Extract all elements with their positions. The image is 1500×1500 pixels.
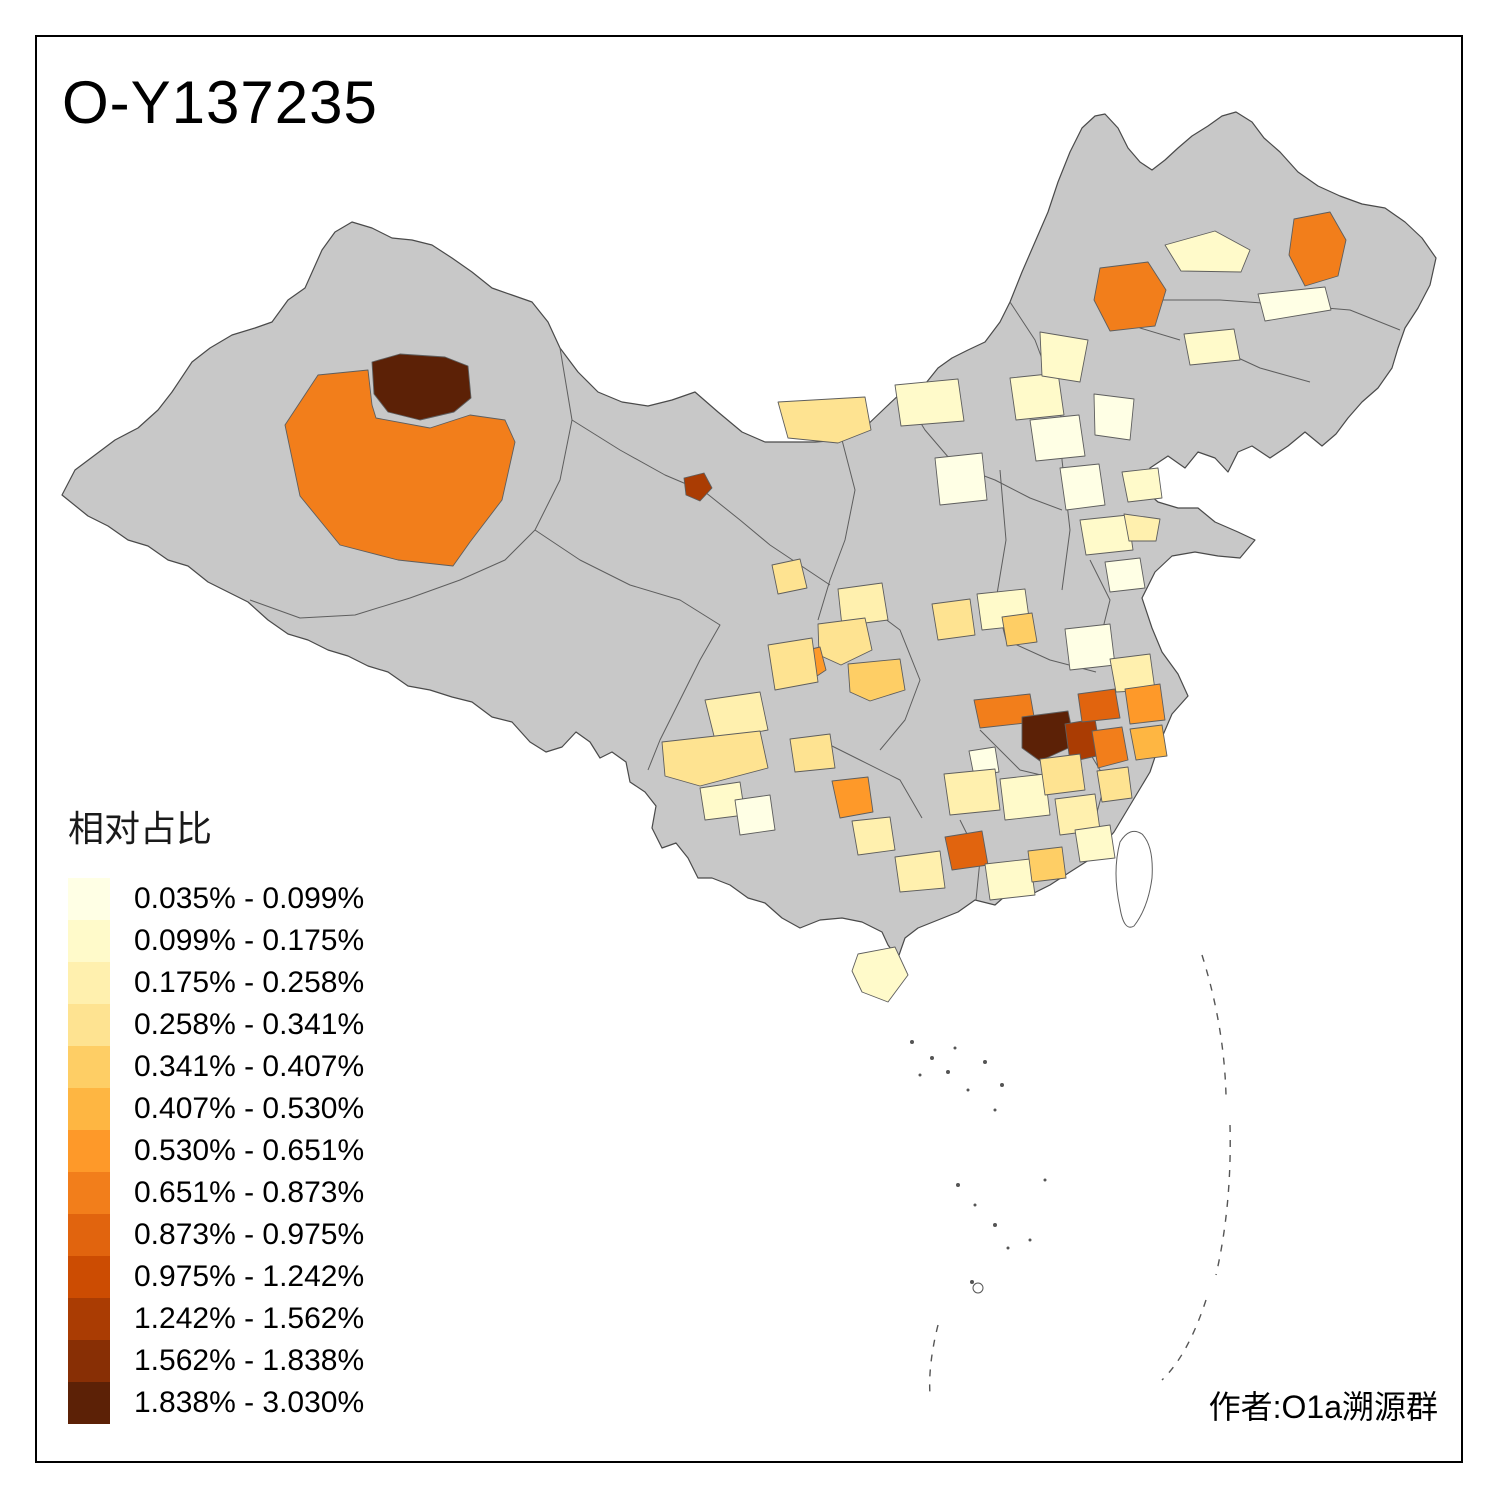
legend-item: 1.838% - 3.030% xyxy=(68,1382,364,1424)
map-region xyxy=(771,558,808,595)
map-region xyxy=(789,733,836,773)
map-region xyxy=(1093,261,1167,332)
legend-label: 0.873% - 0.975% xyxy=(134,1218,365,1251)
map-region xyxy=(1104,557,1146,593)
legend-item: 1.562% - 1.838% xyxy=(68,1340,364,1382)
legend-label: 1.562% - 1.838% xyxy=(134,1344,365,1377)
map-region xyxy=(831,776,874,819)
south-china-sea-boundary xyxy=(929,954,1231,1396)
map-region xyxy=(371,353,472,421)
legend-label: 0.175% - 0.258% xyxy=(134,966,365,999)
map-region xyxy=(1121,467,1163,503)
legend-item: 0.651% - 0.873% xyxy=(68,1172,364,1214)
map-region xyxy=(1074,824,1116,863)
map-region xyxy=(851,816,896,856)
legend-item: 0.341% - 0.407% xyxy=(68,1046,364,1088)
map-region xyxy=(1027,846,1067,883)
map-region xyxy=(894,850,946,893)
legend-item: 0.099% - 0.175% xyxy=(68,920,364,962)
map-title: O-Y137235 xyxy=(62,69,378,136)
legend-label: 0.407% - 0.530% xyxy=(134,1092,365,1125)
map-region xyxy=(777,396,872,444)
map-region xyxy=(1183,328,1241,366)
map-region xyxy=(1039,331,1089,383)
map-region xyxy=(1079,514,1134,556)
map-region xyxy=(1257,286,1332,322)
legend-label: 0.975% - 1.242% xyxy=(134,1260,365,1293)
legend-swatch xyxy=(68,1382,110,1424)
taiwan-island xyxy=(1115,830,1153,928)
legend-swatch xyxy=(68,1298,110,1340)
legend-swatch xyxy=(68,1046,110,1088)
legend-item: 0.407% - 0.530% xyxy=(68,1088,364,1130)
map-region xyxy=(837,582,889,627)
legend-label: 0.651% - 0.873% xyxy=(134,1176,365,1209)
map-region xyxy=(931,598,976,641)
map-region xyxy=(734,794,776,836)
legend-label: 0.341% - 0.407% xyxy=(134,1050,365,1083)
map-region xyxy=(661,730,769,787)
map-region xyxy=(1129,724,1168,761)
map-region xyxy=(683,472,713,502)
map-region xyxy=(944,830,989,871)
legend-item: 1.242% - 1.562% xyxy=(68,1298,364,1340)
map-region xyxy=(1096,766,1133,803)
map-region xyxy=(1288,211,1347,287)
legend-item: 0.035% - 0.099% xyxy=(68,878,364,920)
legend-label: 0.258% - 0.341% xyxy=(134,1008,365,1041)
legend-item: 0.175% - 0.258% xyxy=(68,962,364,1004)
map-region xyxy=(1123,513,1161,542)
legend: 相对占比 0.035% - 0.099% 0.099% - 0.175% 0.175… xyxy=(68,800,364,1424)
map-region xyxy=(1021,710,1076,762)
map-region xyxy=(1039,753,1086,796)
legend-swatch xyxy=(68,1172,110,1214)
legend-label: 0.099% - 0.175% xyxy=(134,924,365,957)
legend-item: 0.258% - 0.341% xyxy=(68,1004,364,1046)
map-region xyxy=(1059,463,1106,511)
legend-label: 1.242% - 1.562% xyxy=(134,1302,365,1335)
map-region-hainan xyxy=(851,946,909,1003)
legend-swatch xyxy=(68,878,110,920)
map-region xyxy=(968,746,1000,777)
map-region xyxy=(999,773,1051,821)
legend-swatch xyxy=(68,1340,110,1382)
map-region xyxy=(1093,393,1135,441)
legend-swatch xyxy=(68,1214,110,1256)
legend-swatch xyxy=(68,1130,110,1172)
legend-item: 0.873% - 0.975% xyxy=(68,1214,364,1256)
legend-swatch xyxy=(68,1004,110,1046)
map-region xyxy=(1077,688,1121,723)
legend-label: 0.530% - 0.651% xyxy=(134,1134,365,1167)
attribution: 作者:O1a溯源群 xyxy=(1208,1389,1438,1425)
legend-swatch xyxy=(68,920,110,962)
legend-label: 0.035% - 0.099% xyxy=(134,882,365,915)
legend-item: 0.530% - 0.651% xyxy=(68,1130,364,1172)
map-region xyxy=(1064,623,1116,671)
legend-label: 1.838% - 3.030% xyxy=(134,1386,365,1419)
map-region xyxy=(1001,612,1038,647)
map-region xyxy=(1029,414,1086,462)
map-region xyxy=(1009,372,1065,421)
map-region xyxy=(894,378,965,427)
legend-title: 相对占比 xyxy=(68,808,213,849)
legend-items: 0.035% - 0.099% 0.099% - 0.175% 0.175% - 0… xyxy=(68,878,364,1424)
map-region xyxy=(704,691,769,741)
map-region xyxy=(767,637,819,691)
map-region xyxy=(847,658,906,702)
map-region xyxy=(1091,726,1129,769)
map-region xyxy=(943,768,1001,816)
map-region xyxy=(1124,683,1166,725)
map-region xyxy=(984,858,1036,901)
map-region xyxy=(1164,230,1251,273)
map-region xyxy=(284,369,516,567)
legend-swatch xyxy=(68,962,110,1004)
legend-item: 0.975% - 1.242% xyxy=(68,1256,364,1298)
map-region xyxy=(934,452,988,506)
south-china-sea-islands xyxy=(910,1040,1047,1294)
colored-regions xyxy=(284,211,1347,1003)
legend-swatch xyxy=(68,1256,110,1298)
legend-swatch xyxy=(68,1088,110,1130)
